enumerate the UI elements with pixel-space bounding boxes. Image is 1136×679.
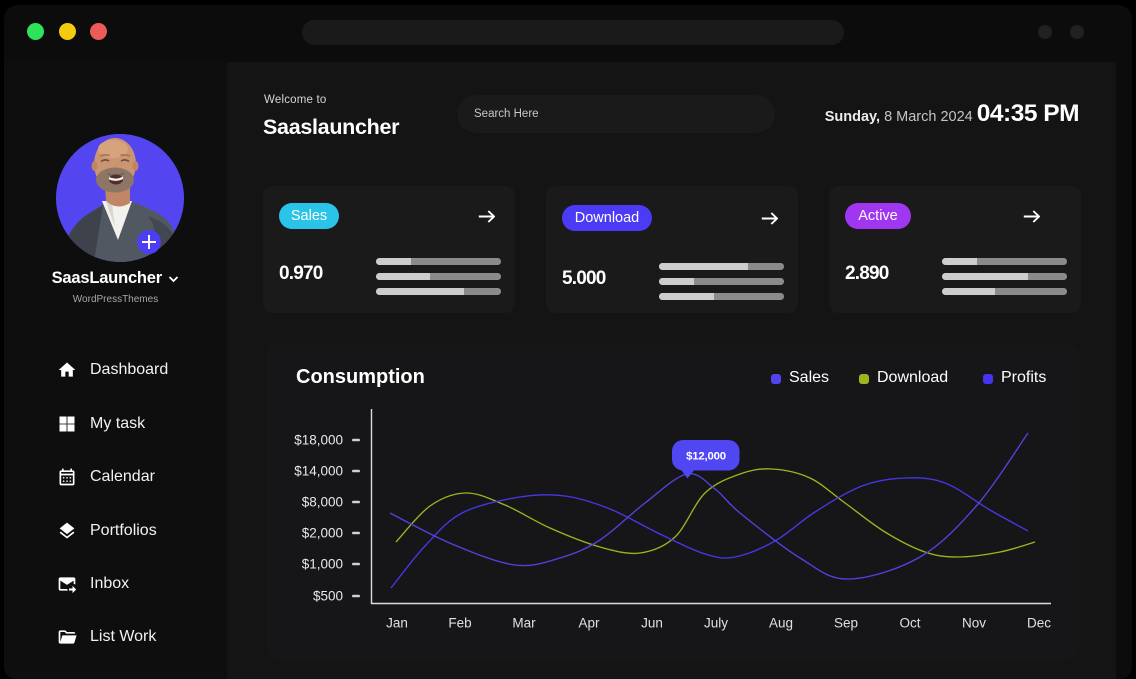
svg-text:$1,000: $1,000 [302,557,343,572]
svg-text:$500: $500 [313,589,343,604]
svg-text:Sep: Sep [834,616,858,631]
svg-text:Apr: Apr [578,616,600,631]
svg-text:Oct: Oct [899,616,920,631]
svg-text:July: July [704,616,728,631]
svg-text:$2,000: $2,000 [302,526,343,541]
svg-text:$8,000: $8,000 [302,495,343,510]
svg-text:Jun: Jun [641,616,663,631]
svg-text:Jan: Jan [386,616,408,631]
svg-text:Mar: Mar [512,616,536,631]
svg-text:Aug: Aug [769,616,793,631]
svg-text:Nov: Nov [962,616,986,631]
svg-text:Feb: Feb [448,616,471,631]
svg-text:$12,000: $12,000 [686,451,726,463]
svg-text:$18,000: $18,000 [294,433,343,448]
svg-text:$14,000: $14,000 [294,464,343,479]
svg-text:Dec: Dec [1027,616,1051,631]
